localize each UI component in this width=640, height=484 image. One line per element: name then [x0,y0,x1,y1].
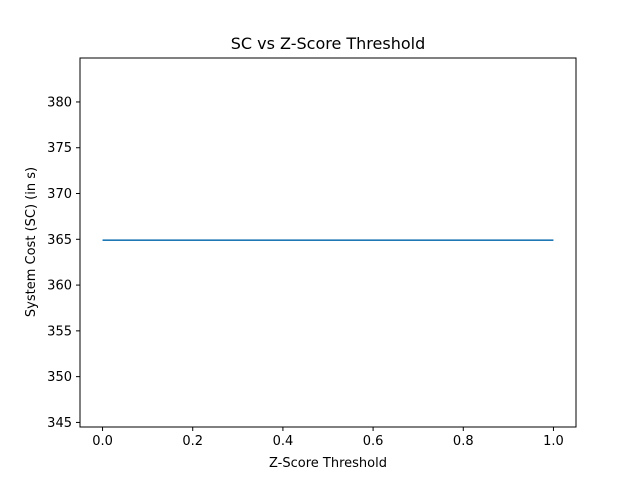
x-tick-label: 0.0 [92,434,113,449]
y-tick-label: 365 [47,233,72,248]
y-tick-label: 355 [47,324,72,339]
x-axis-ticks: 0.0 0.2 0.4 0.6 0.8 1.0 [92,427,564,449]
x-tick-label: 0.8 [453,434,474,449]
plot-area [79,57,577,428]
y-tick-label: 360 [47,279,72,294]
y-axis-label: System Cost (SC) (in s) [24,167,39,317]
y-tick-label: 375 [47,141,72,156]
chart-title: SC vs Z-Score Threshold [231,34,426,53]
x-tick-label: 0.4 [273,434,294,449]
y-tick-label: 350 [47,370,72,385]
x-axis-label: Z-Score Threshold [269,456,387,471]
x-tick-label: 0.2 [182,434,203,449]
y-tick-label: 370 [47,187,72,202]
y-tick-label: 380 [47,95,72,110]
x-tick-label: 0.6 [363,434,384,449]
axes-frame [79,57,577,428]
x-tick-label: 1.0 [543,434,564,449]
y-tick-label: 345 [47,416,72,431]
y-axis-ticks: 345 350 355 360 365 370 375 380 [47,95,80,431]
